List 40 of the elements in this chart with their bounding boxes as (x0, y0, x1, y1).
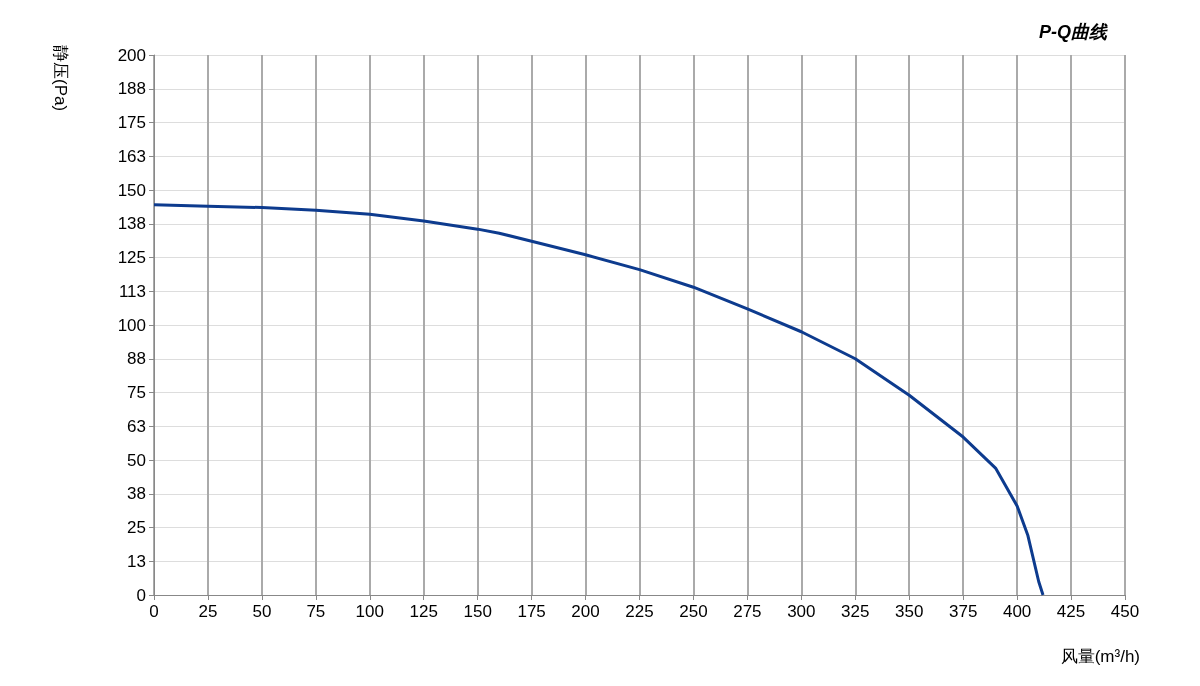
y-tick-label: 175 (117, 113, 146, 132)
y-tick-label: 138 (117, 214, 146, 234)
x-tick-label: 250 (679, 602, 708, 621)
x-tick-label: 350 (895, 602, 924, 621)
x-tick-label: 200 (571, 602, 600, 621)
y-tick-label: 163 (117, 146, 146, 166)
x-tick-label: 0 (149, 602, 159, 621)
y-tick-label: 13 (127, 551, 146, 571)
x-tick-label: 400 (1002, 602, 1032, 621)
y-tick-label: 88 (127, 349, 146, 369)
x-tick-label: 275 (733, 602, 762, 621)
x-tick-label: 125 (409, 602, 438, 621)
y-tick-label: 75 (127, 383, 146, 402)
y-tick-label: 50 (127, 450, 146, 470)
x-tick-label: 450 (1110, 602, 1140, 621)
x-tick-label: 225 (625, 602, 654, 621)
y-tick-label: 150 (117, 180, 146, 200)
y-tick-label: 0 (136, 585, 146, 605)
x-tick-label: 375 (948, 602, 978, 621)
x-axis-title: 风量(m³/h) (1060, 647, 1141, 666)
x-tick-label: 100 (355, 602, 384, 621)
x-tick-label: 425 (1056, 602, 1086, 621)
x-tick-label: 175 (517, 602, 546, 621)
x-tick-label: 325 (841, 602, 870, 621)
y-tick-label: 100 (117, 315, 146, 335)
y-tick-label: 113 (118, 281, 146, 301)
y-tick-label: 63 (127, 416, 146, 436)
y-tick-label: 200 (117, 45, 146, 65)
x-tick-label: 150 (463, 602, 492, 621)
y-axis-title: 静压(Pa) (51, 45, 70, 112)
chart-title: P-Q曲线 (1039, 22, 1108, 42)
y-tick-label: 38 (127, 484, 146, 504)
x-tick-label: 25 (198, 602, 218, 621)
x-tick-label: 50 (252, 602, 272, 621)
x-tick-label: 300 (787, 602, 816, 621)
y-tick-label: 25 (127, 518, 146, 537)
line-series (152, 203, 1045, 597)
x-tick-label: 75 (306, 602, 326, 621)
y-tick-label: 125 (117, 248, 146, 267)
y-tick-label: 188 (117, 79, 146, 99)
